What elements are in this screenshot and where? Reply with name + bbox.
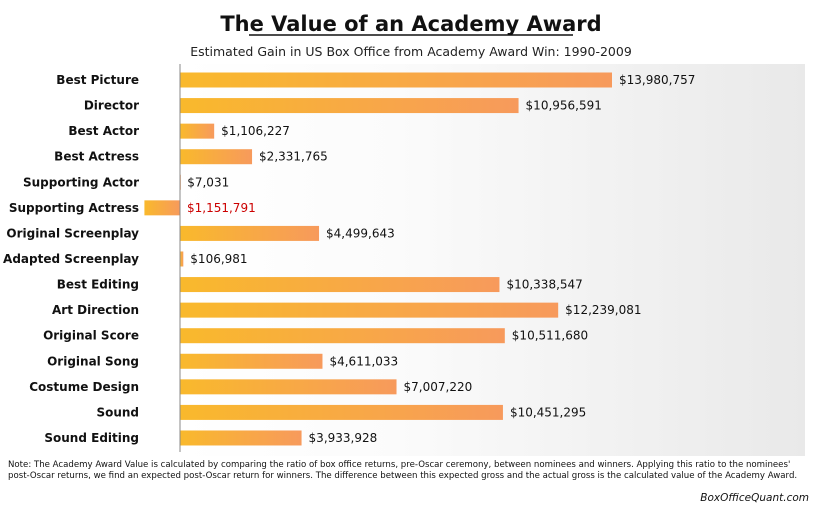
category-label: Supporting Actor — [23, 175, 139, 189]
value-label: $1,106,227 — [221, 124, 290, 138]
category-label: Sound — [96, 405, 139, 419]
bar-best-editing — [180, 277, 500, 293]
category-label: Best Picture — [56, 73, 139, 87]
category-label: Original Score — [43, 329, 139, 343]
chart-subtitle: Estimated Gain in US Box Office from Aca… — [190, 44, 632, 59]
source-credit: BoxOfficeQuant.com — [700, 492, 809, 504]
category-label: Costume Design — [29, 380, 139, 394]
chart-title: The Value of an Academy Award — [220, 12, 601, 36]
value-label: $10,338,547 — [506, 278, 582, 292]
category-label: Original Screenplay — [6, 226, 139, 240]
bar-best-actor — [180, 123, 215, 139]
value-label: $3,933,928 — [309, 431, 378, 445]
value-label: $12,239,081 — [565, 303, 641, 317]
value-label: $1,151,791 — [187, 201, 256, 215]
bar-adapted-screenplay — [180, 251, 184, 267]
bar-original-song — [180, 353, 323, 369]
value-label: $10,451,295 — [510, 405, 586, 419]
category-label: Adapted Screenplay — [3, 252, 139, 266]
value-label: $7,031 — [187, 175, 229, 189]
bar-director — [180, 98, 519, 114]
footnote: Note: The Academy Award Value is calcula… — [8, 460, 798, 481]
value-label: $4,611,033 — [329, 354, 398, 368]
value-label: $7,007,220 — [404, 380, 473, 394]
category-label: Best Editing — [57, 278, 139, 292]
category-label: Supporting Actress — [9, 201, 139, 215]
value-label: $106,981 — [190, 252, 247, 266]
bar-best-actress — [180, 149, 253, 165]
value-label: $10,511,680 — [512, 329, 588, 343]
bar-sound — [180, 404, 503, 420]
bar-original-screenplay — [180, 225, 320, 241]
bar-costume-design — [180, 379, 397, 395]
bar-art-direction — [180, 302, 559, 318]
value-label: $13,980,757 — [619, 73, 695, 87]
value-label: $4,499,643 — [326, 226, 395, 240]
value-label: $10,956,591 — [526, 99, 602, 113]
bar-original-score — [180, 328, 505, 344]
category-label: Director — [84, 99, 139, 113]
bar-sound-editing — [180, 430, 302, 446]
value-label: $2,331,765 — [259, 150, 328, 164]
bar-supporting-actress — [144, 200, 180, 216]
plot-background — [180, 64, 805, 456]
category-label: Best Actor — [68, 124, 139, 138]
category-label: Art Direction — [52, 303, 139, 317]
category-label: Best Actress — [54, 150, 139, 164]
bar-best-picture — [180, 72, 612, 88]
category-label: Original Song — [47, 354, 139, 368]
category-label: Sound Editing — [44, 431, 139, 445]
